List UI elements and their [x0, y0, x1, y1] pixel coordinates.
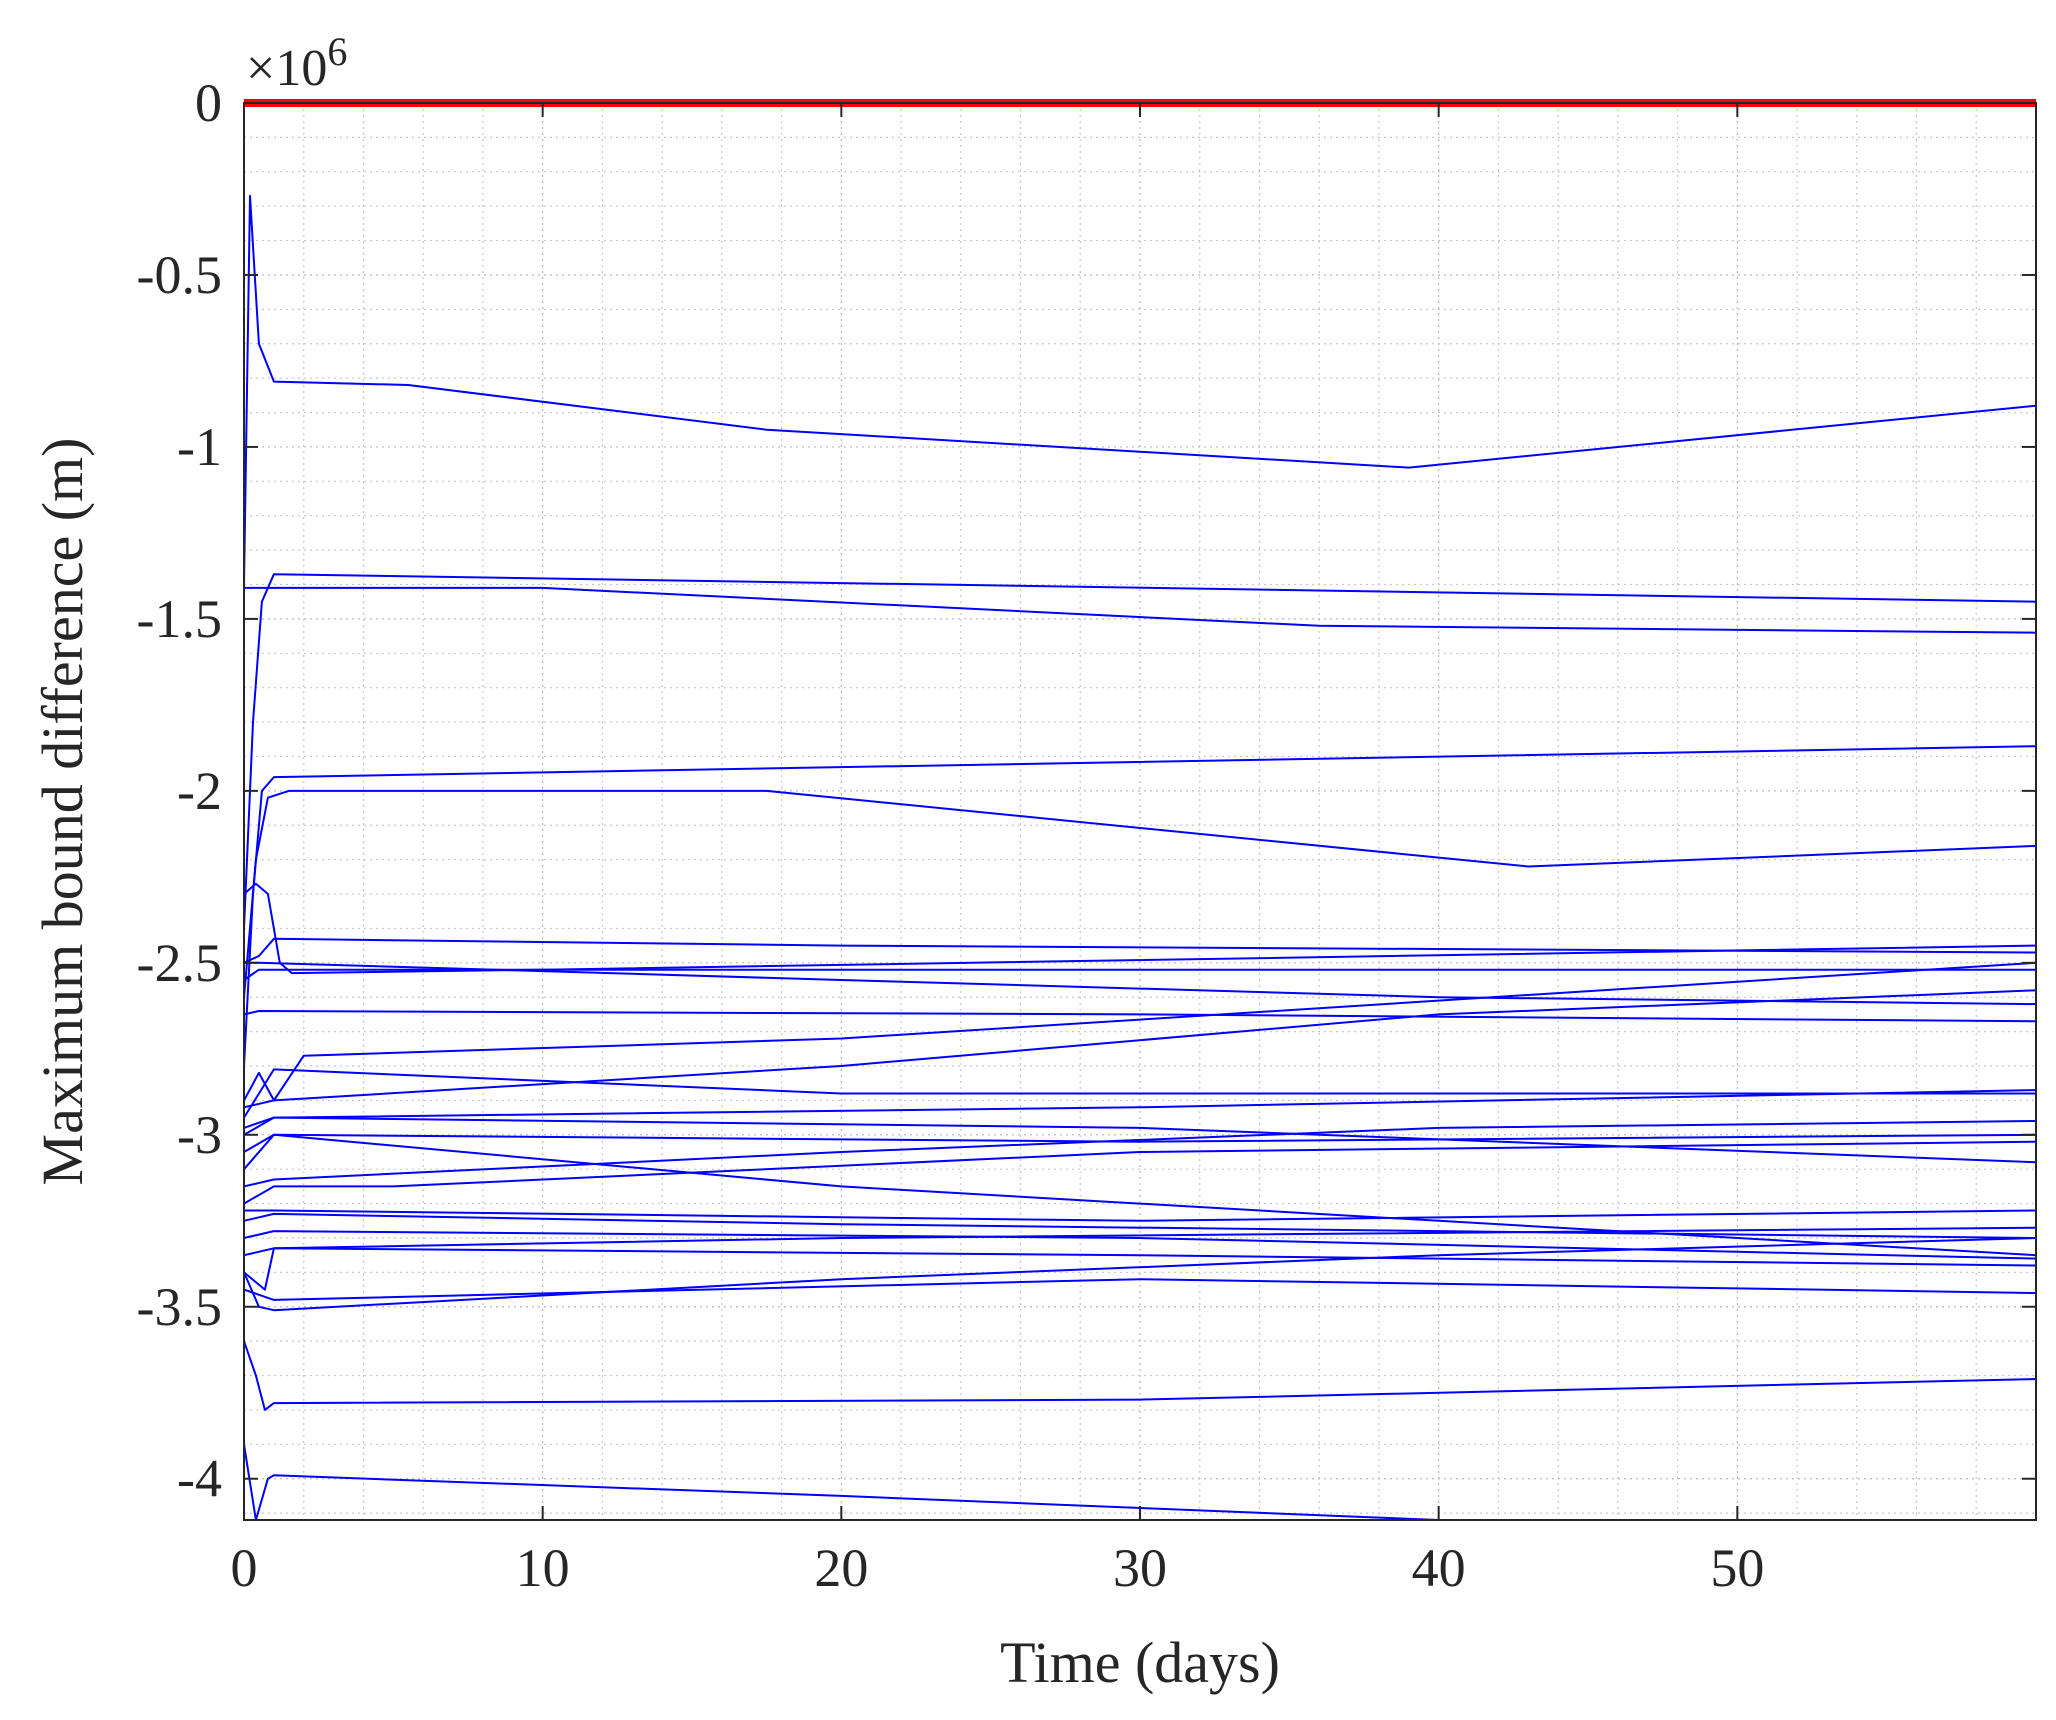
y-tick-label: -2 — [177, 761, 222, 821]
series-line-12 — [243, 1068, 2036, 1119]
y-exponent-power: 6 — [327, 29, 347, 74]
y-tick-label: -3 — [177, 1105, 222, 1165]
series-line-27 — [243, 1340, 2037, 1411]
series-line-16 — [243, 1133, 2037, 1153]
series-line-5 — [243, 789, 2037, 998]
series-line-10 — [243, 961, 2037, 1102]
y-exponent-label: ×106 — [246, 29, 347, 97]
y-tick-label: -2.5 — [137, 933, 222, 993]
series-line-2 — [244, 586, 2037, 634]
x-tick-label: 0 — [231, 1538, 258, 1598]
series-line-14 — [243, 1089, 2037, 1136]
series-line-15 — [243, 1116, 2037, 1164]
x-axis-title: Time (days) — [1000, 1630, 1280, 1695]
x-tick-label: 10 — [516, 1538, 570, 1598]
y-tick-label: 0 — [195, 73, 222, 133]
series-line-17 — [243, 1133, 2037, 1257]
x-tick-label: 50 — [1710, 1538, 1764, 1598]
series-line-1 — [243, 194, 2037, 585]
y-exponent-base: ×10 — [246, 40, 327, 97]
series-line-11 — [243, 989, 2037, 1109]
series-line-24 — [243, 1247, 2037, 1291]
series-line-9 — [243, 1010, 2037, 1023]
series-line-8 — [243, 968, 2036, 981]
series-line-19 — [243, 1140, 2037, 1205]
x-tick-label: 40 — [1412, 1538, 1466, 1598]
x-axis-ticks: 0 10 20 30 40 50 — [231, 103, 1764, 1598]
y-tick-label: -1.5 — [137, 589, 222, 649]
plot-area — [243, 99, 2037, 1521]
y-axis-title: Maximum bound difference (m) — [30, 438, 95, 1186]
x-tick-label: 30 — [1113, 1538, 1167, 1598]
series-line-25 — [243, 1237, 2037, 1312]
series-line-21 — [243, 1212, 2037, 1239]
series-line-23 — [243, 1226, 2037, 1257]
y-tick-label: -3.5 — [137, 1277, 222, 1337]
series-line-7 — [243, 937, 2037, 964]
y-tick-label: -1 — [177, 417, 222, 477]
y-axis-ticks: 0 -0.5 -1 -1.5 -2 -2.5 -3 -3.5 -4 — [137, 73, 2036, 1509]
y-tick-label: -0.5 — [137, 245, 222, 305]
series-lines — [243, 194, 2037, 1521]
series-line-20 — [244, 1209, 2037, 1222]
y-tick-label: -4 — [177, 1449, 222, 1509]
series-line-22 — [243, 1230, 2037, 1260]
series-line-26 — [243, 1278, 2037, 1301]
x-tick-label: 20 — [814, 1538, 868, 1598]
series-line-4 — [243, 745, 2037, 1067]
series-line-18 — [243, 1120, 2037, 1188]
